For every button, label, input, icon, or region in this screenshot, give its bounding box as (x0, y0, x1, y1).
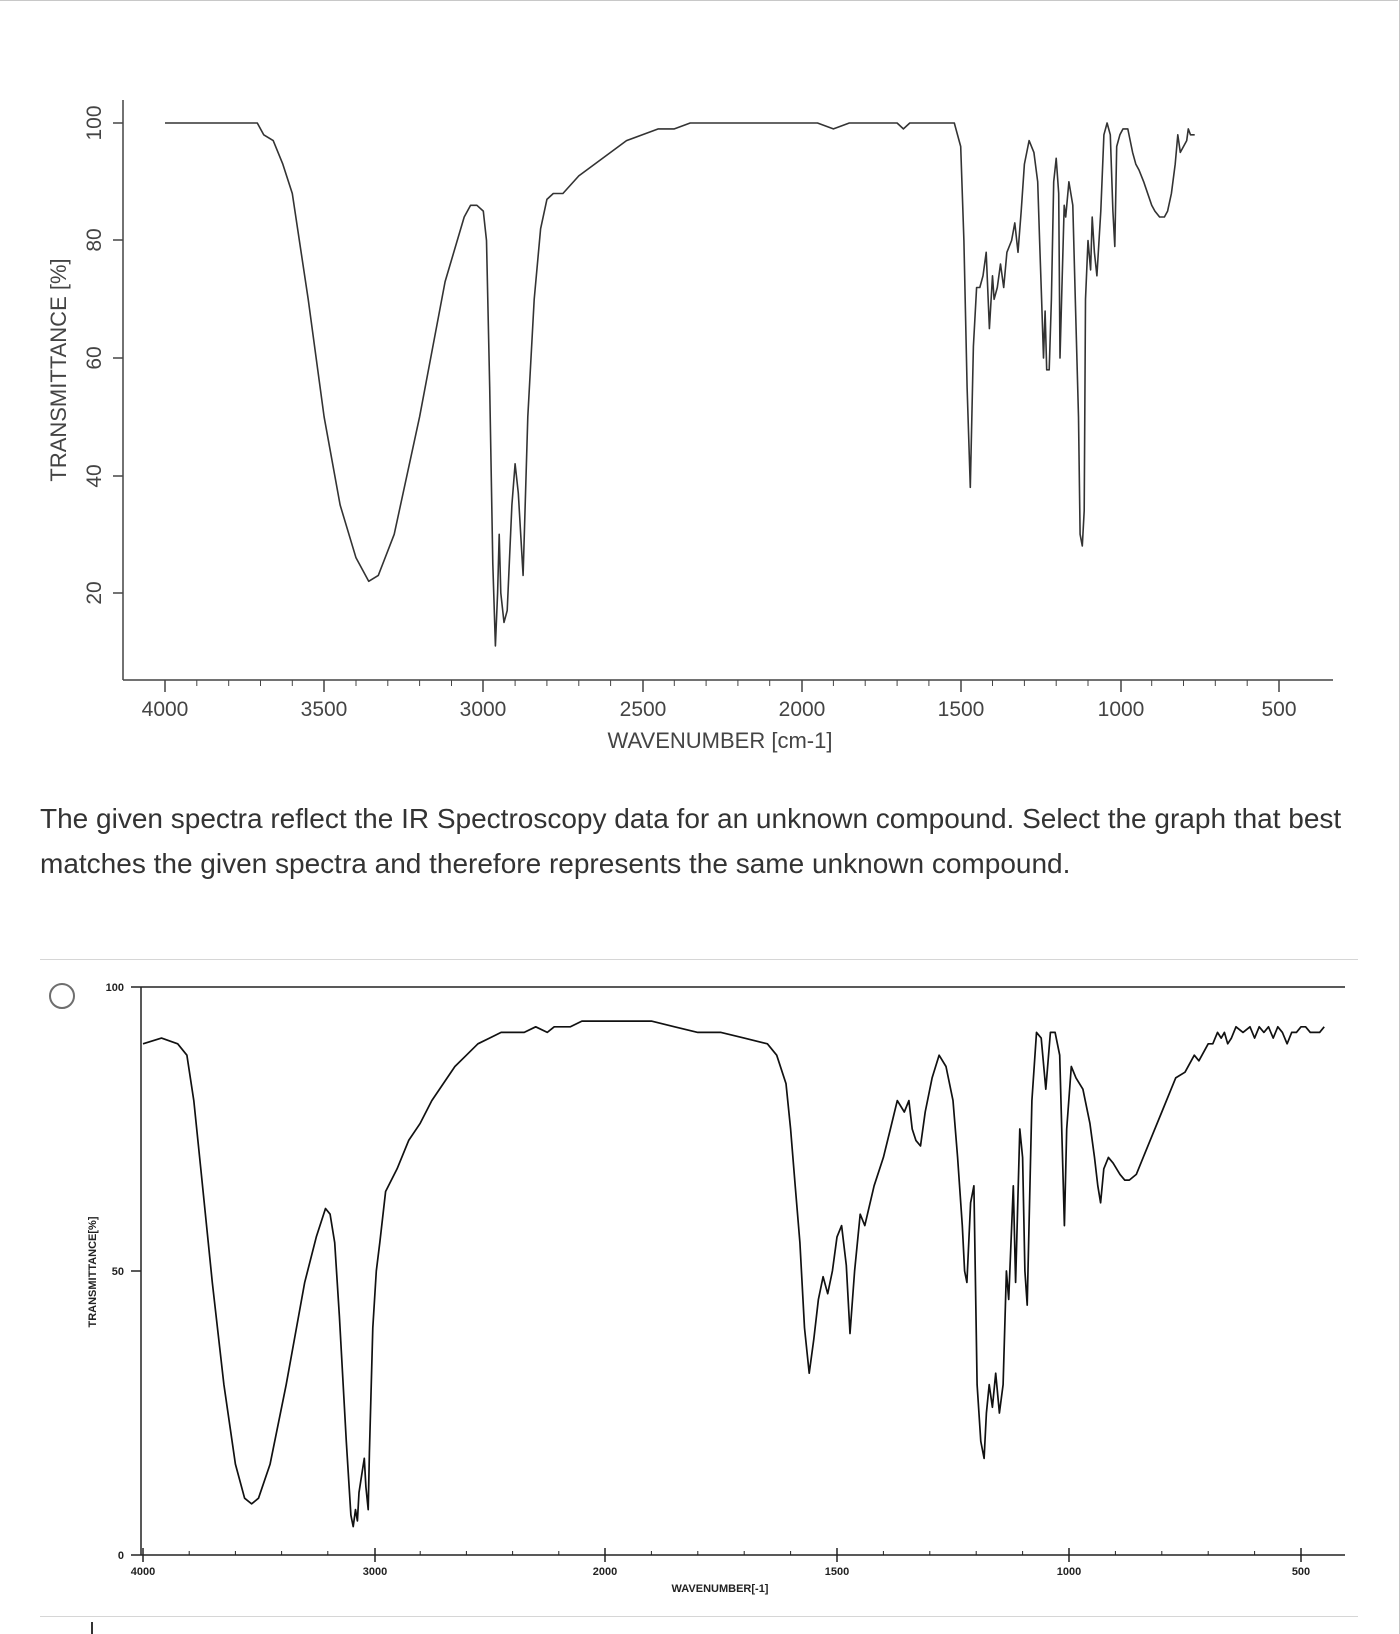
given-x-tick-label-2500: 2500 (620, 698, 667, 721)
given-y-tick-label-20: 20 (83, 581, 106, 604)
next-option-edge (91, 1622, 93, 1634)
option-a-x-tick-label-1500: 1500 (825, 1566, 849, 1578)
given-x-tick-label-500: 500 (1261, 698, 1296, 721)
option-divider-top (40, 959, 1358, 960)
option-a-y-tick-label-0: 0 (118, 1550, 124, 1562)
option-divider-bottom (40, 1616, 1358, 1617)
given-x-ticks: 4000 3500 3000 2500 2000 1500 1000 500 (142, 680, 1297, 721)
option-a-ir-spectrum-chart[interactable]: 0 50 100 TRANSMITTANCE[%] 4000 3000 2000… (0, 960, 1400, 1615)
given-y-ticks: 20 40 60 80 100 (83, 105, 123, 605)
given-y-tick-label-60: 60 (83, 346, 106, 369)
given-x-axis-label: WAVENUMBER [cm-1] (608, 728, 833, 753)
option-a-y-ticks: 0 50 100 (106, 982, 141, 1562)
given-spectrum-trace (165, 122, 1195, 647)
option-a-x-ticks: 4000 3000 2000 1500 1000 500 (131, 1548, 1310, 1578)
option-a-x-tick-label-2000: 2000 (593, 1566, 617, 1578)
given-y-tick-label-100: 100 (83, 105, 106, 140)
option-a-y-tick-label-100: 100 (106, 982, 124, 994)
given-minor-ticks (196, 680, 1248, 686)
given-y-axis-label: TRANSMITTANCE [%] (46, 258, 71, 481)
given-x-tick-label-3500: 3500 (301, 698, 348, 721)
option-a-y-tick-label-50: 50 (112, 1266, 124, 1278)
given-x-tick-label-1500: 1500 (938, 698, 985, 721)
option-a-y-axis-label: TRANSMITTANCE[%] (87, 1216, 99, 1327)
given-ir-spectrum-chart: 20 40 60 80 100 TRANSMITTANCE [%] 4000 3… (46, 100, 1333, 753)
given-y-tick-label-40: 40 (83, 464, 106, 487)
frame-top-border (0, 0, 1398, 1)
given-x-tick-label-3000: 3000 (460, 698, 507, 721)
given-x-tick-label-2000: 2000 (779, 698, 826, 721)
given-x-tick-label-4000: 4000 (142, 698, 189, 721)
option-a-spectrum-trace (142, 1020, 1325, 1528)
question-text: The given spectra reflect the IR Spectro… (40, 803, 1342, 879)
option-a-x-tick-label-500: 500 (1292, 1566, 1310, 1578)
option-a-radio[interactable] (49, 983, 75, 1009)
given-y-tick-label-80: 80 (83, 228, 106, 251)
option-a-minor-ticks (188, 1551, 1256, 1555)
option-a-x-tick-label-1000: 1000 (1057, 1566, 1081, 1578)
option-a-x-tick-label-3000: 3000 (363, 1566, 387, 1578)
given-x-tick-label-1000: 1000 (1098, 698, 1145, 721)
option-a-x-axis-label: WAVENUMBER[-1] (672, 1583, 769, 1595)
option-a-x-tick-label-4000: 4000 (131, 1566, 155, 1578)
